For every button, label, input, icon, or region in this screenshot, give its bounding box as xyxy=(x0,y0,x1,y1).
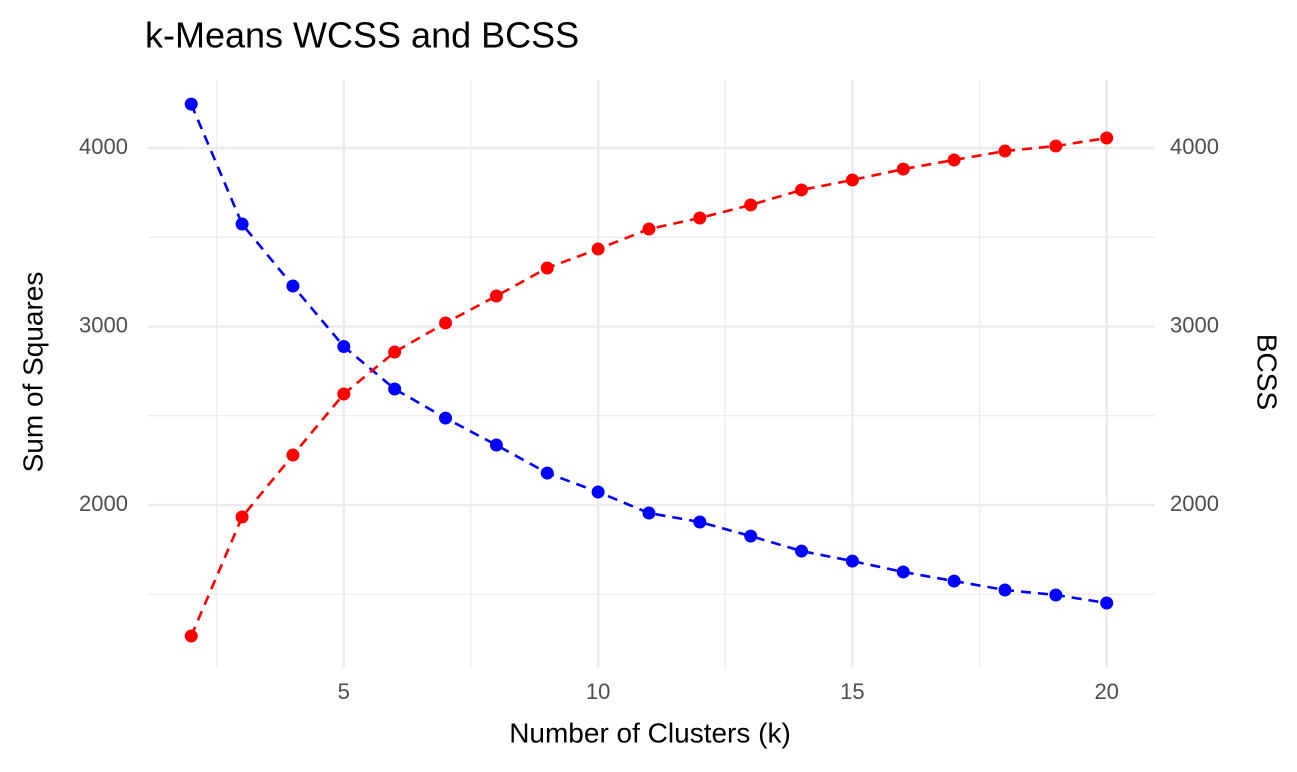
data-point xyxy=(540,466,554,480)
data-point xyxy=(540,261,554,275)
series-line xyxy=(190,136,1107,637)
data-point xyxy=(235,510,249,524)
data-point xyxy=(439,316,453,330)
data-point xyxy=(693,211,707,225)
data-point xyxy=(286,448,300,462)
data-point xyxy=(845,173,859,187)
data-point xyxy=(896,162,910,176)
data-point xyxy=(998,583,1012,597)
data-point xyxy=(489,438,503,452)
data-point xyxy=(947,574,961,588)
y-axis-label: Sum of Squares xyxy=(17,272,48,473)
data-point xyxy=(337,340,351,354)
data-point xyxy=(795,183,809,197)
x-axis-label: Number of Clusters (k) xyxy=(509,717,791,748)
data-point xyxy=(388,382,402,396)
data-point xyxy=(1100,131,1114,145)
data-point xyxy=(184,629,198,643)
x-tick-label: 10 xyxy=(586,679,610,704)
data-point xyxy=(642,222,656,236)
data-point xyxy=(744,198,758,212)
x-tick-label: 15 xyxy=(840,679,864,704)
data-point xyxy=(896,565,910,579)
y2-tick-label: 2000 xyxy=(1170,491,1219,516)
y-tick-label: 2000 xyxy=(79,491,128,516)
y2-tick-label: 3000 xyxy=(1170,312,1219,337)
data-point xyxy=(439,411,453,425)
data-point xyxy=(693,515,707,529)
data-point xyxy=(744,529,758,543)
y-tick-label: 4000 xyxy=(79,134,128,159)
data-point xyxy=(388,345,402,359)
data-point xyxy=(998,144,1012,158)
chart-title: k-Means WCSS and BCSS xyxy=(145,15,579,56)
y-tick-label: 3000 xyxy=(79,312,128,337)
data-point xyxy=(1100,596,1114,610)
data-point xyxy=(337,387,351,401)
y2-axis-label: BCSS xyxy=(1252,334,1283,410)
y2-tick-label: 4000 xyxy=(1170,134,1219,159)
data-point xyxy=(286,279,300,293)
x-tick-label: 20 xyxy=(1094,679,1118,704)
data-point xyxy=(489,289,503,303)
data-point xyxy=(795,544,809,558)
x-tick-label: 5 xyxy=(338,679,350,704)
data-point xyxy=(1049,139,1063,153)
data-point xyxy=(591,485,605,499)
data-point xyxy=(184,97,198,111)
series-line xyxy=(190,103,1107,605)
data-point xyxy=(947,153,961,167)
data-point xyxy=(235,217,249,231)
data-point xyxy=(1049,588,1063,602)
data-point xyxy=(845,554,859,568)
data-point xyxy=(591,242,605,256)
data-point xyxy=(642,506,656,520)
